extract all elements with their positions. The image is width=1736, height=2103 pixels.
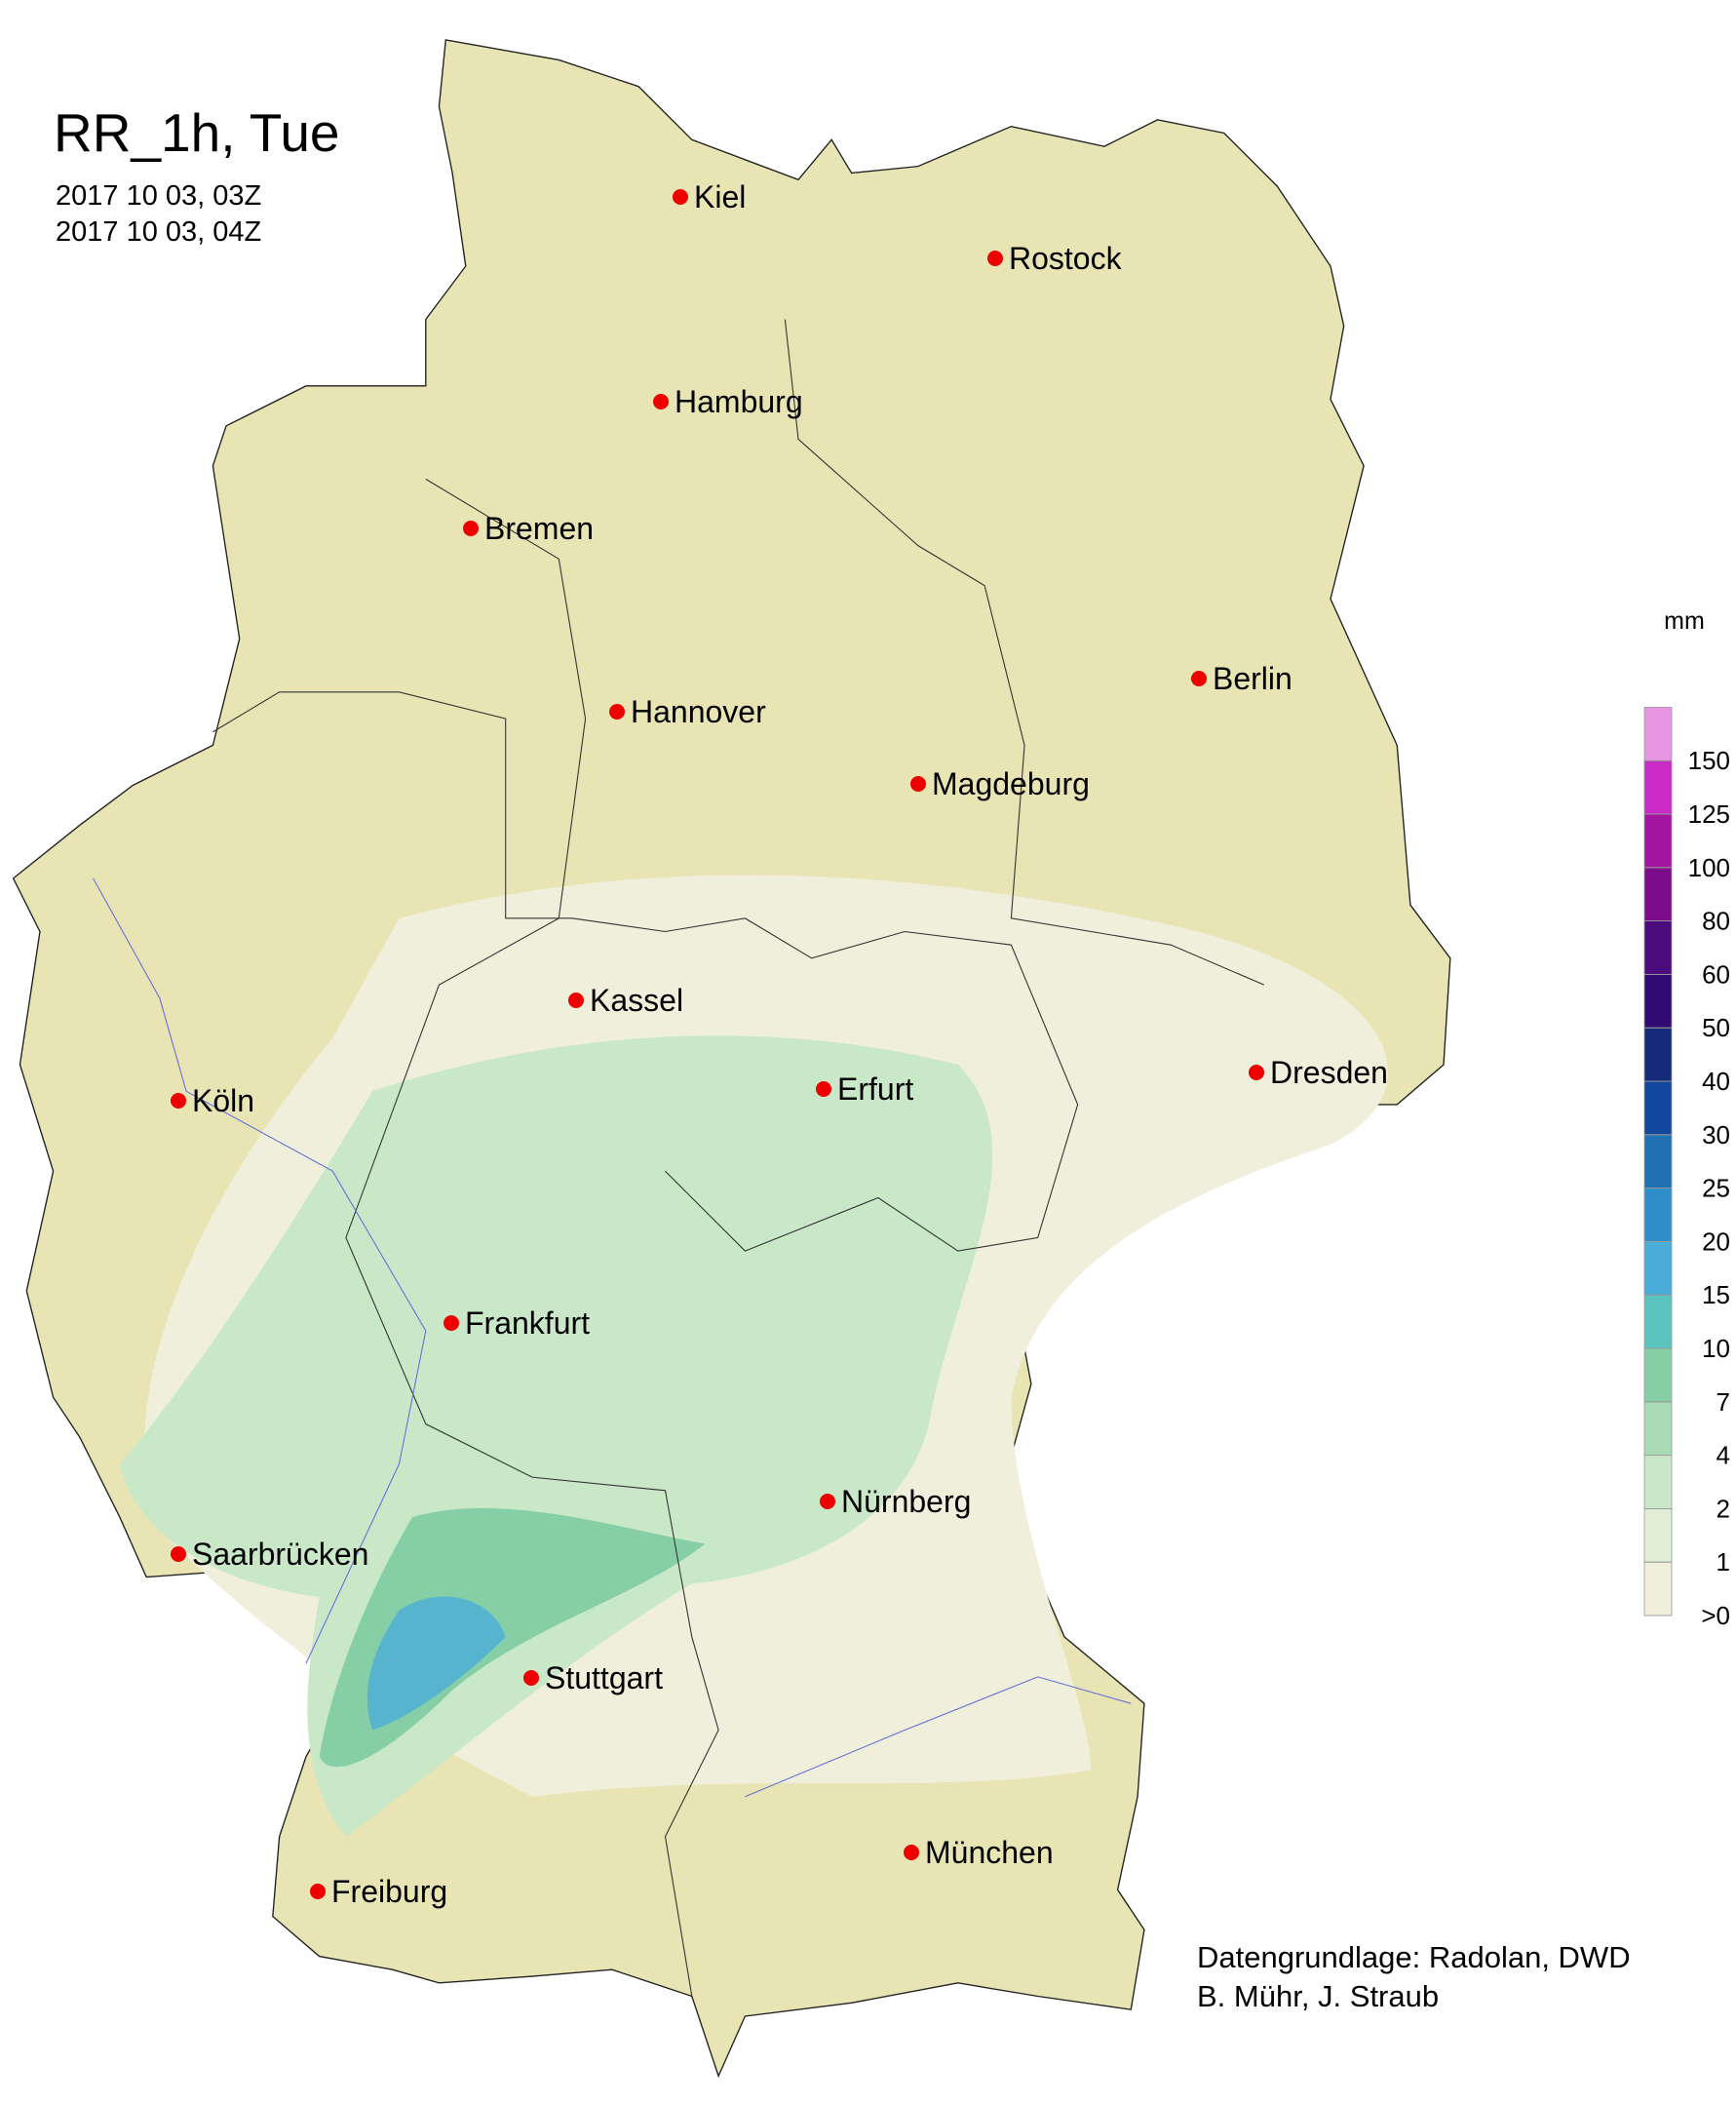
city-label: Hamburg xyxy=(675,384,803,419)
legend-swatch xyxy=(1643,1508,1673,1563)
legend-tick-label: 60 xyxy=(1702,959,1730,989)
map-base xyxy=(12,39,1451,2079)
legend-swatch xyxy=(1643,974,1673,1029)
city-dot xyxy=(171,1093,186,1109)
legend-swatch xyxy=(1643,1401,1673,1457)
legend-tick-label: 80 xyxy=(1702,907,1730,936)
city-label: Frankfurt xyxy=(465,1305,590,1341)
city-label: Magdeburg xyxy=(932,766,1090,801)
legend-tick-label: 4 xyxy=(1717,1441,1730,1470)
city-dot xyxy=(568,993,584,1008)
legend-tick-label: 15 xyxy=(1702,1280,1730,1309)
legend-tick-label: 30 xyxy=(1702,1120,1730,1149)
city-dot xyxy=(910,776,926,792)
date-line: 2017 10 03, 03Z xyxy=(56,180,261,212)
legend-tick-label: 7 xyxy=(1717,1387,1730,1417)
city-dot xyxy=(987,251,1003,266)
city-label: Stuttgart xyxy=(545,1660,663,1695)
legend-swatch xyxy=(1643,920,1673,975)
river xyxy=(93,877,427,1664)
city-dot xyxy=(1191,671,1207,686)
credit-line: Datengrundlage: Radolan, DWD xyxy=(1197,1940,1631,1974)
city-label: Hannover xyxy=(631,694,766,729)
heaviest-rain-area xyxy=(366,1596,506,1731)
city-dot xyxy=(653,394,669,409)
city-label: Kiel xyxy=(694,179,746,214)
legend-swatch xyxy=(1643,759,1673,815)
city-dot xyxy=(444,1315,459,1331)
legend-swatch xyxy=(1643,1080,1673,1136)
legend-swatch xyxy=(1643,1294,1673,1349)
legend-swatch xyxy=(1643,1027,1673,1082)
legend-tick-label: 2 xyxy=(1717,1494,1730,1523)
legend-swatch xyxy=(1643,1134,1673,1189)
legend-tick-label: 25 xyxy=(1702,1174,1730,1203)
legend-tick-label: 20 xyxy=(1702,1227,1730,1256)
city-label: Bremen xyxy=(484,511,594,546)
city-dot xyxy=(673,189,688,205)
city-dot xyxy=(463,521,479,536)
city-label: Rostock xyxy=(1009,241,1123,276)
legend-swatch xyxy=(1643,1561,1673,1616)
city-dot xyxy=(171,1546,186,1562)
map-title: RR_1h, Tue xyxy=(54,102,340,163)
legend-swatch xyxy=(1643,1347,1673,1403)
legend-swatch xyxy=(1643,1241,1673,1296)
legend-tick-label: 100 xyxy=(1688,853,1730,882)
date-line: 2017 10 03, 04Z xyxy=(56,216,261,248)
legend-swatch xyxy=(1643,707,1673,761)
legend-swatch xyxy=(1643,1455,1673,1509)
state-border xyxy=(784,319,1264,986)
city-dot xyxy=(1249,1065,1264,1080)
city-dot xyxy=(904,1845,919,1860)
legend-tick-label: >0 xyxy=(1701,1601,1730,1630)
legend-tick-label: 40 xyxy=(1702,1067,1730,1096)
legend-swatch xyxy=(1643,813,1673,869)
legend-tick-label: 125 xyxy=(1688,799,1730,829)
city-label: Nürnberg xyxy=(841,1484,971,1519)
city-dot xyxy=(820,1494,835,1509)
legend-tick-label: 150 xyxy=(1688,746,1730,775)
city-label: Köln xyxy=(192,1083,254,1118)
city-dot xyxy=(523,1670,539,1686)
legend-swatch xyxy=(1643,1188,1673,1242)
moderate-rain-area xyxy=(119,1035,993,1837)
state-border xyxy=(212,691,1079,1252)
city-dot xyxy=(310,1884,326,1899)
city-label: Erfurt xyxy=(837,1071,913,1107)
credit-line: B. Mühr, J. Straub xyxy=(1197,1979,1439,2013)
river xyxy=(745,1676,1132,1798)
city-label: München xyxy=(925,1835,1054,1870)
city-label: Dresden xyxy=(1270,1055,1388,1090)
legend-unit: mm xyxy=(1664,607,1705,635)
legend-tick-label: 10 xyxy=(1702,1334,1730,1363)
city-dot xyxy=(609,704,625,720)
city-dot xyxy=(816,1081,831,1097)
city-label: Kassel xyxy=(590,983,683,1018)
legend-tick-label: 1 xyxy=(1717,1547,1730,1577)
legend-swatch xyxy=(1643,867,1673,921)
city-label: Saarbrücken xyxy=(192,1537,368,1572)
state-border xyxy=(345,478,719,1997)
city-label: Berlin xyxy=(1213,661,1292,696)
city-label: Freiburg xyxy=(331,1874,447,1909)
legend-tick-label: 50 xyxy=(1702,1013,1730,1042)
